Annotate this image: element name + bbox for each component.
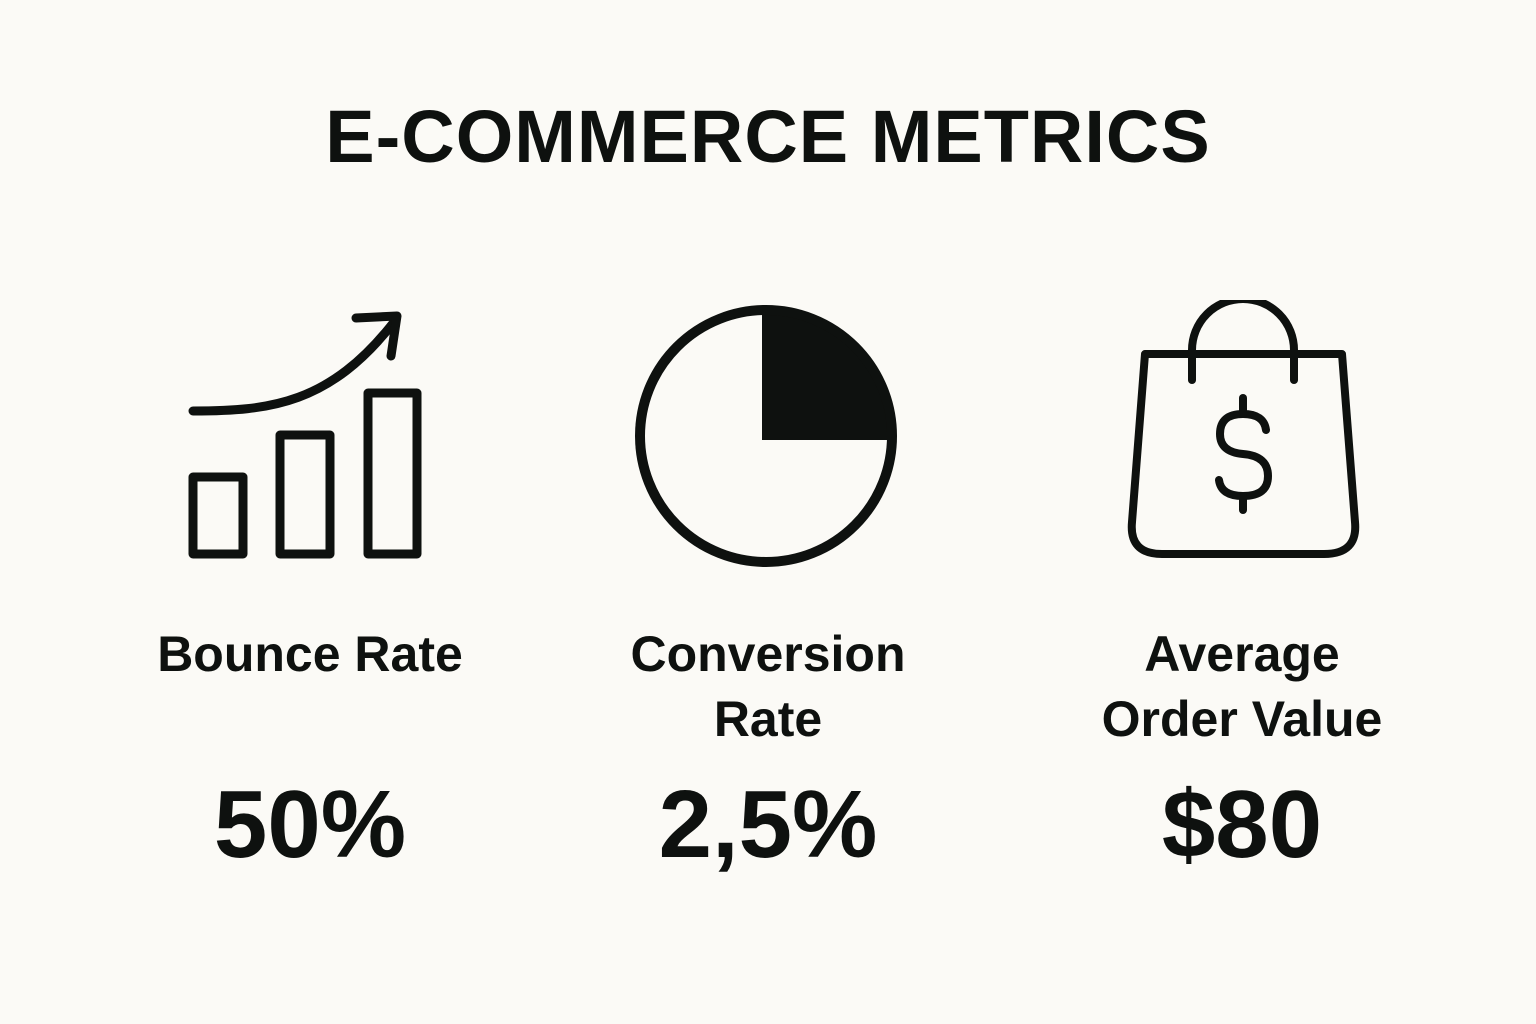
shopping-bag-dollar-icon (1127, 300, 1360, 558)
page-title: E-COMMERCE METRICS (325, 95, 1211, 178)
metric-value: $80 (1161, 771, 1323, 878)
metric-card-bounce-rate: Bounce Rate 50% (100, 0, 520, 1024)
metric-label-line-1: Conversion (630, 626, 906, 682)
metric-card-conversion-rate: Conversion Rate 2,5% (558, 0, 978, 1024)
metric-value: 50% (213, 771, 407, 878)
metric-label-line-1: Average (1144, 626, 1340, 682)
pie-chart-icon (635, 305, 897, 567)
metric-label: Bounce Rate (157, 626, 463, 682)
bar-chart-trend-up-icon (188, 311, 422, 559)
metric-label-line-2: Order Value (1101, 691, 1383, 747)
metric-card-average-order-value: Average Order Value $80 (1032, 0, 1452, 1024)
metric-label-line-2: Rate (713, 691, 823, 747)
metric-value: 2,5% (658, 771, 878, 878)
